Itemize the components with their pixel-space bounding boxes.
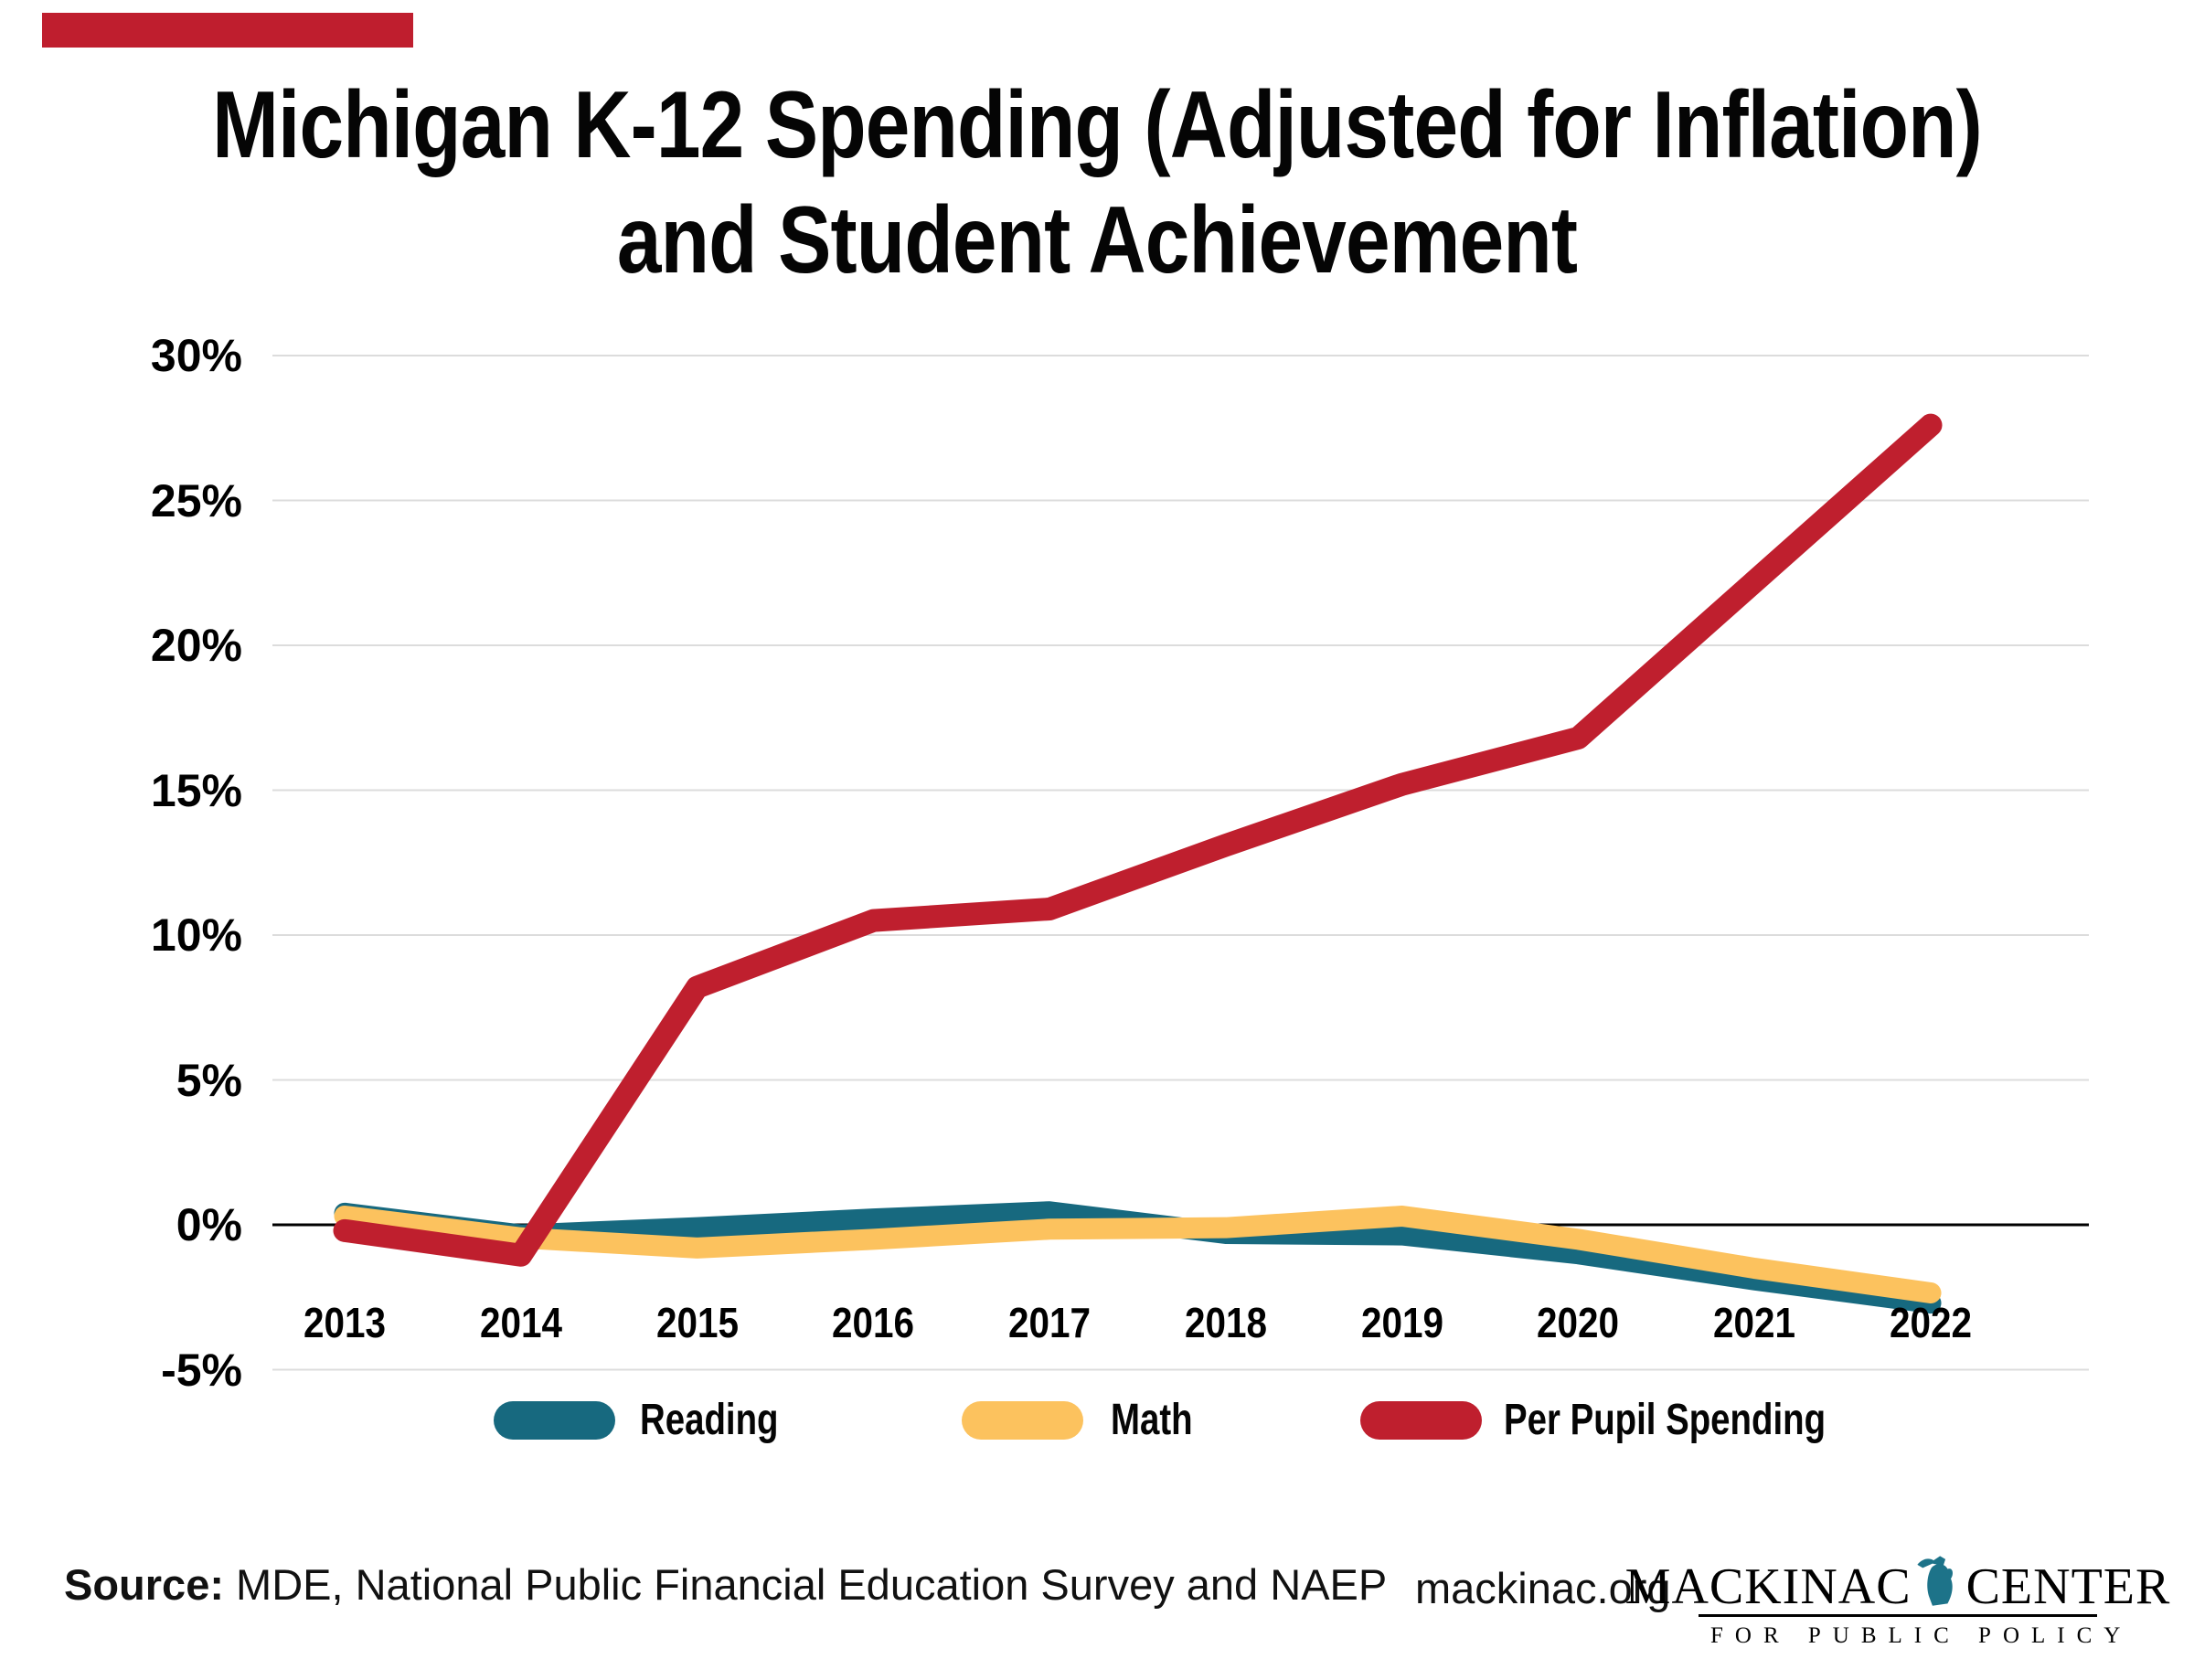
y-axis-tick-label: 0% (176, 1199, 242, 1250)
y-axis-tick-label: 15% (150, 764, 242, 816)
chart-title-line1: Michigan K-12 Spending (Adjusted for Inf… (212, 72, 1983, 178)
logo-name-right: CENTER (1965, 1558, 2171, 1615)
x-axis-tick-label: 2017 (1008, 1299, 1092, 1346)
chart-title-line2: and Student Achievement (616, 187, 1578, 293)
x-axis-tick-label: 2013 (303, 1299, 387, 1346)
x-axis-tick-label: 2022 (1889, 1299, 1973, 1346)
y-axis-tick-label: 5% (176, 1054, 242, 1106)
x-axis-tick-label: 2016 (832, 1299, 915, 1346)
x-axis-tick-label: 2021 (1713, 1299, 1796, 1346)
x-axis-tick-label: 2018 (1184, 1299, 1267, 1346)
math-legend-label: Math (1111, 1396, 1193, 1444)
spending-legend-label: Per Pupil Spending (1504, 1396, 1827, 1444)
y-axis-tick-label: 10% (150, 909, 242, 961)
brand-accent-bar (42, 13, 413, 48)
spending-legend-swatch (1360, 1401, 1482, 1440)
x-axis-tick-label: 2015 (655, 1299, 739, 1346)
source-label: Source: (64, 1560, 224, 1609)
logo-name-left: MACKINAC (1624, 1558, 1912, 1615)
math-line (334, 1205, 1942, 1303)
source-text: MDE, National Public Financial Education… (224, 1560, 1388, 1609)
x-axis-tick-label: 2019 (1360, 1299, 1443, 1346)
per-pupil-spending-line (333, 413, 1943, 1267)
source-note: Source: MDE, National Public Financial E… (64, 1558, 1387, 1611)
y-axis-tick-label: 20% (150, 620, 242, 671)
chart-title: Michigan K-12 Spending (Adjusted for Inf… (176, 68, 2018, 298)
reading-legend-label: Reading (640, 1396, 779, 1444)
logo-tagline: FOR PUBLIC POLICY (1710, 1623, 2133, 1648)
mackinac-center-logo: MACKINAC CENTER FOR PUBLIC POLICY (1625, 1543, 2169, 1649)
math-legend-swatch (962, 1401, 1083, 1440)
x-axis-tick-label: 2020 (1537, 1299, 1620, 1346)
y-axis-tick-label: 30% (150, 330, 242, 381)
michigan-state-icon (1916, 1556, 1953, 1606)
x-axis-tick-label: 2014 (479, 1299, 562, 1346)
website-link[interactable]: mackinac.org (1415, 1564, 1671, 1612)
reading-legend-swatch (494, 1401, 615, 1440)
y-axis-tick-label: -5% (161, 1344, 242, 1396)
y-axis-tick-label: 25% (150, 474, 242, 526)
logo-name-row: MACKINAC CENTER (1625, 1543, 2169, 1617)
